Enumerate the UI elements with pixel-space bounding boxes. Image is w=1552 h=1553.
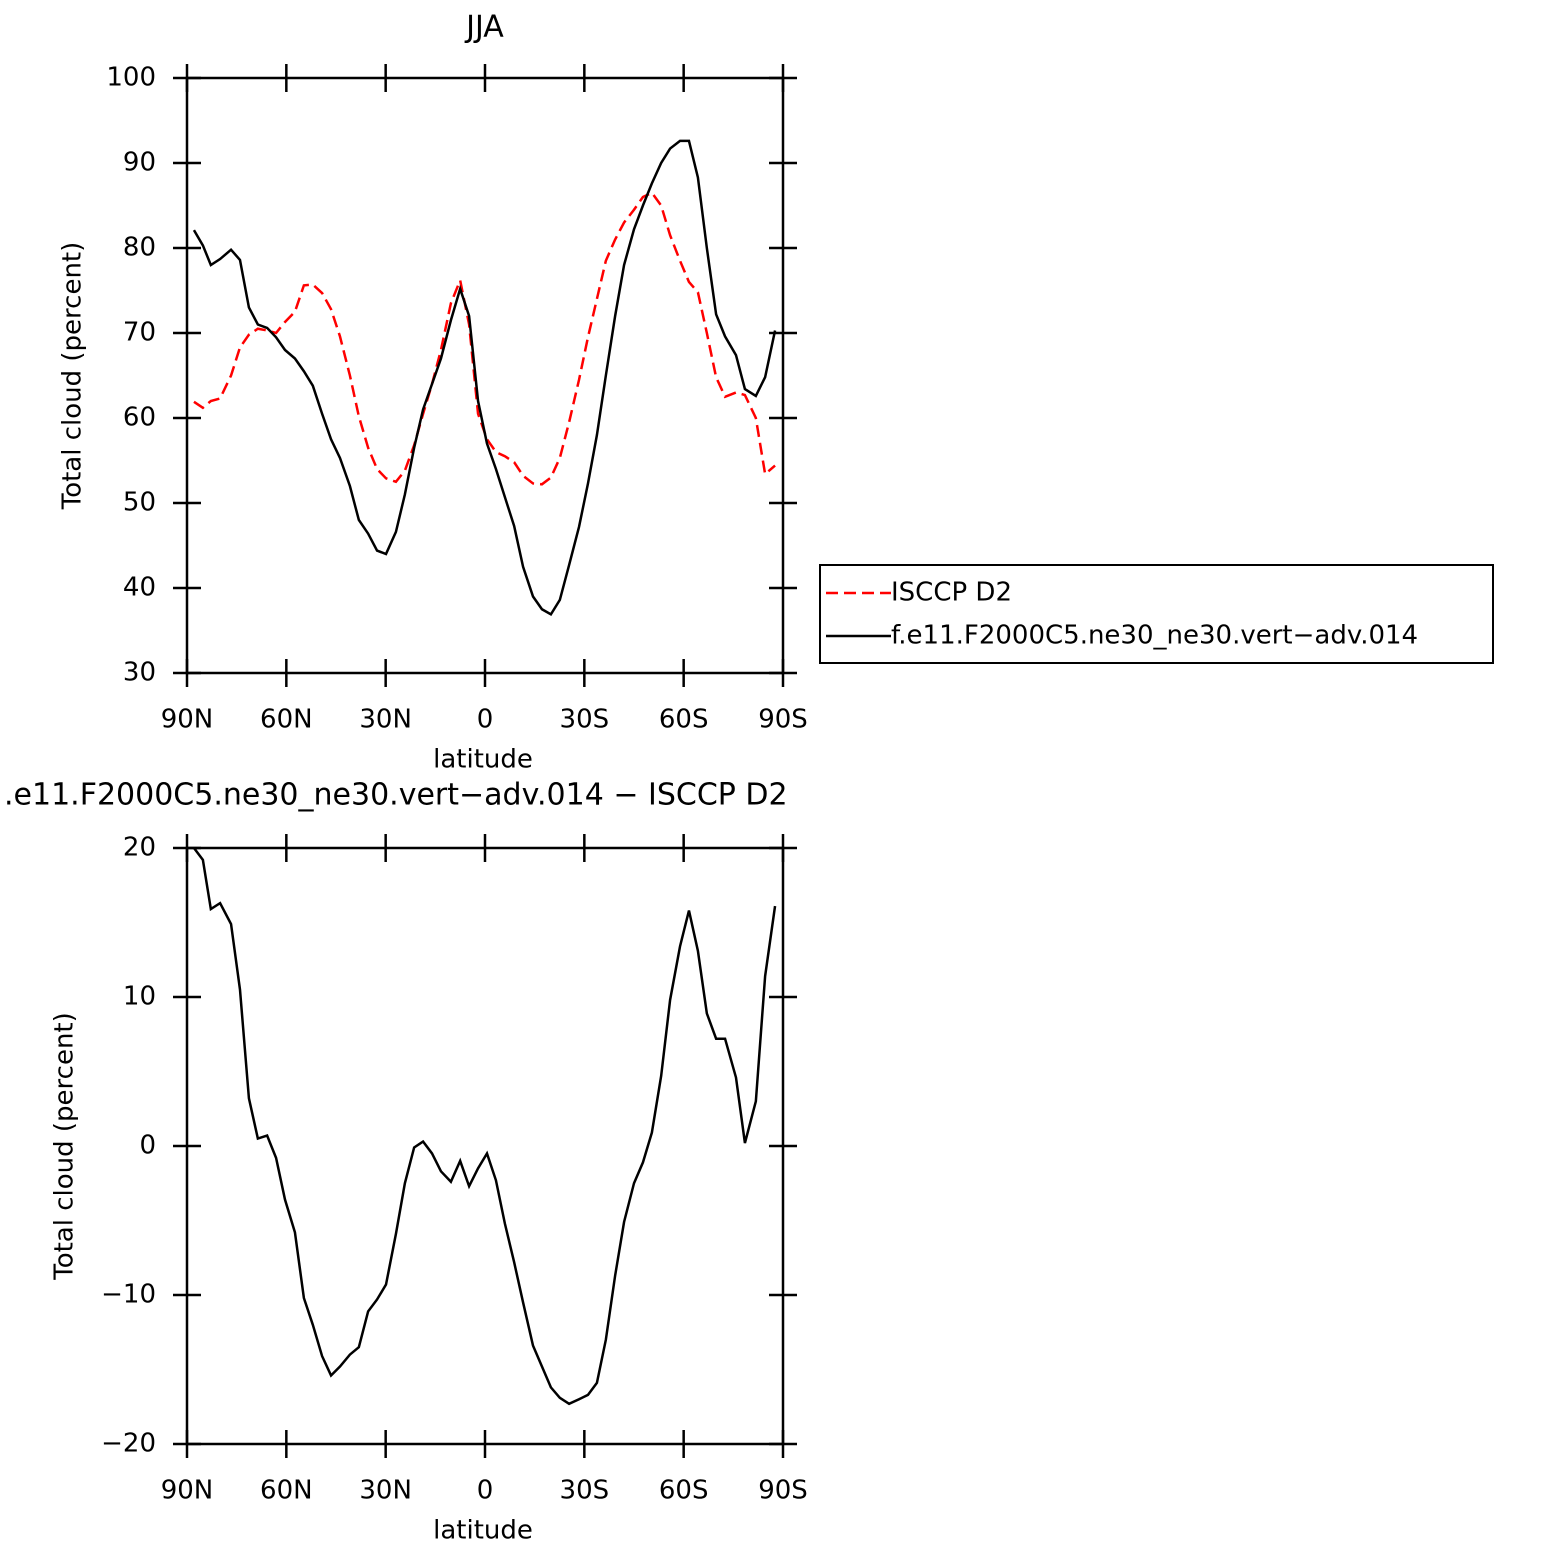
y-tick-label: 40 [123, 573, 156, 603]
x-tick-label: 90S [758, 1476, 808, 1506]
y-tick-label: 50 [123, 488, 156, 518]
y-tick-label: 30 [123, 658, 156, 688]
x-tick-label: 60N [260, 705, 313, 735]
x-tick-label: 30N [359, 1476, 412, 1506]
plot-frame [185, 846, 785, 1446]
data-line [193, 191, 776, 486]
y-tick-label: 80 [123, 233, 156, 263]
x-tick-label: 90S [758, 705, 808, 735]
x-tick-label: 60S [659, 705, 709, 735]
y-axis-label: Total cloud (percent) [50, 1012, 80, 1281]
y-axis-label: Total cloud (percent) [58, 242, 88, 511]
x-tick-label: 90N [161, 1476, 214, 1506]
y-tick-label: −20 [101, 1429, 156, 1459]
plot-frame [185, 76, 785, 675]
y-tick-label: 70 [123, 318, 156, 348]
y-tick-label: 90 [123, 148, 156, 178]
x-tick-label: 60N [260, 1476, 313, 1506]
data-line [192, 847, 777, 1406]
chart-title: .e11.F2000C5.ne30_ne30.vert−adv.014 − IS… [4, 778, 788, 813]
x-tick-label: 30S [560, 1476, 610, 1506]
data-line [192, 139, 777, 617]
x-tick-label: 0 [477, 705, 494, 735]
y-tick-label: 10 [123, 982, 156, 1012]
x-tick-label: 0 [477, 1476, 494, 1506]
chart-title: JJA [464, 10, 504, 45]
x-tick-label: 30S [560, 705, 610, 735]
x-tick-label: 60S [659, 1476, 709, 1506]
legend-label: f.e11.F2000C5.ne30_ne30.vert−adv.014 [891, 621, 1418, 651]
y-tick-label: 0 [139, 1131, 156, 1161]
legend-label: ISCCP D2 [891, 578, 1012, 608]
y-tick-label: 20 [123, 833, 156, 863]
x-tick-label: 30N [359, 705, 412, 735]
y-tick-label: 60 [123, 403, 156, 433]
x-axis-label: latitude [433, 1516, 533, 1546]
x-axis-label: latitude [433, 745, 533, 775]
y-tick-label: −10 [101, 1280, 156, 1310]
x-tick-label: 90N [161, 705, 214, 735]
y-tick-label: 100 [106, 63, 156, 93]
legend-box [819, 564, 1494, 664]
